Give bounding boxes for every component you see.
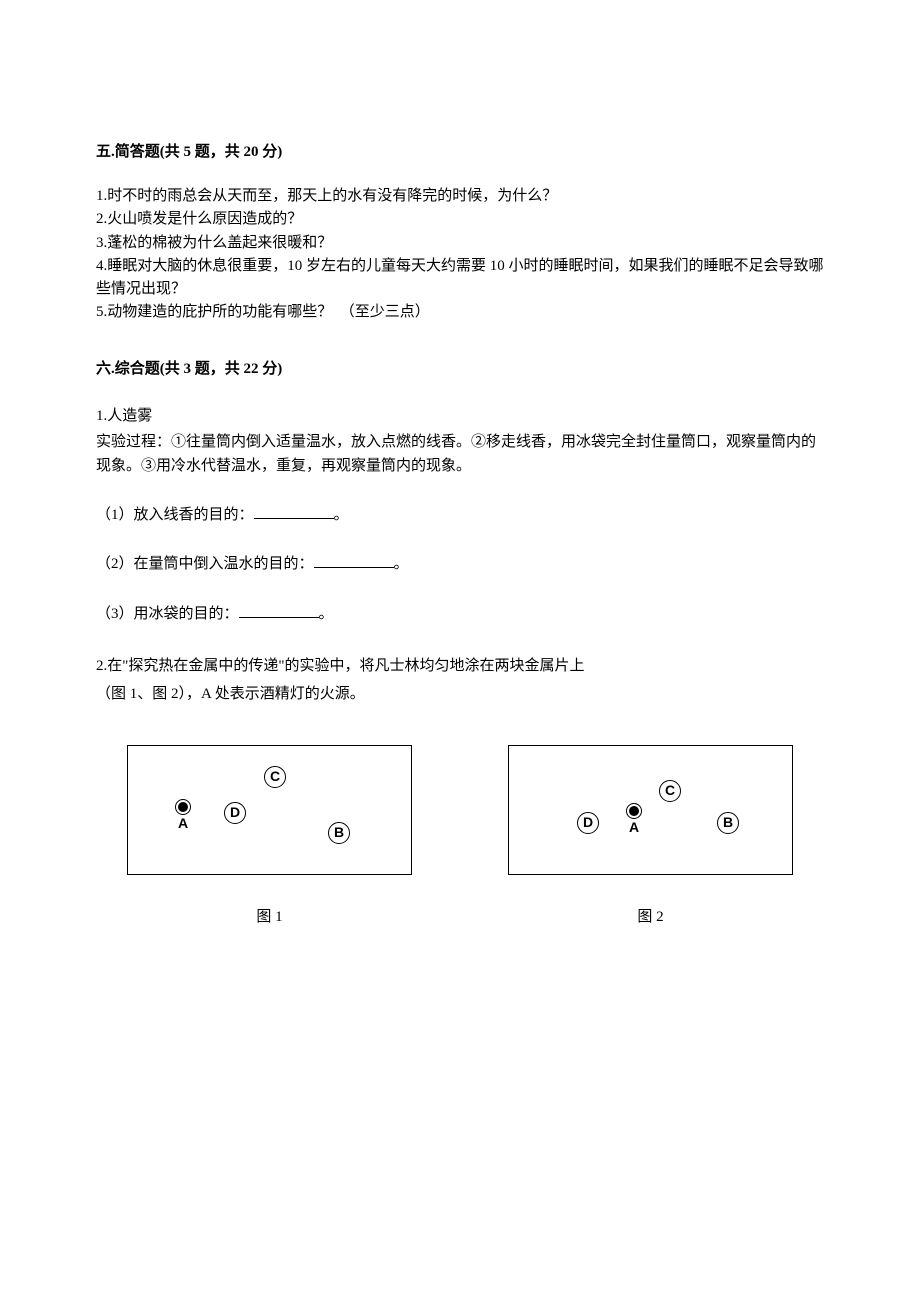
figure1-node-C: C [264, 766, 286, 788]
section-6-header: 六.综合题(共 3 题，共 22 分) [96, 357, 824, 378]
figure1-node-B: B [328, 822, 350, 844]
question-6-2-line2: （图 1、图 2），A 处表示酒精灯的火源。 [96, 680, 824, 709]
figure2-node-D: D [577, 812, 599, 834]
heat-source-dot-icon [176, 800, 190, 814]
question-5-3: 3.蓬松的棉被为什么盖起来很暖和？ [96, 232, 824, 255]
heat-source-dot-icon [627, 804, 641, 818]
figure2-node-C: C [659, 780, 681, 802]
sub2-suffix: 。 [394, 556, 409, 572]
question-6-1-sub3: （3）用冰袋的目的： 。 [96, 603, 824, 626]
figure-1-label: 图 1 [256, 905, 282, 926]
sub1-suffix: 。 [334, 507, 349, 523]
question-5-4: 4.睡眠对大脑的休息很重要，10 岁左右的儿童每天大约需要 10 小时的睡眠时间… [96, 255, 824, 302]
section-5-questions: 1.时不时的雨总会从天而至，那天上的水有没有降完的时候，为什么？ 2.火山喷发是… [96, 185, 824, 325]
question-5-5: 5.动物建造的庇护所的功能有哪些？ （至少三点） [96, 301, 824, 324]
question-5-1: 1.时不时的雨总会从天而至，那天上的水有没有降完的时候，为什么？ [96, 185, 824, 208]
sub3-prefix: （3）用冰袋的目的： [96, 606, 239, 622]
figure-2-col: C D A B 图 2 [485, 745, 816, 926]
sub2-prefix: （2）在量筒中倒入温水的目的： [96, 556, 314, 572]
figure-2-box: C D A B [508, 745, 793, 875]
figure-2-label: 图 2 [637, 905, 663, 926]
figure2-node-A: A [627, 804, 641, 834]
figure1-node-A: A [176, 800, 190, 830]
figure-1-box: C A D B [127, 745, 412, 875]
question-6-1-sub2: （2）在量筒中倒入温水的目的： 。 [96, 553, 824, 576]
question-6-2-line1: 2.在"探究热在金属中的传递"的实验中，将凡士林均匀地涂在两块金属片上 [96, 652, 824, 681]
figures-row: C A D B 图 1 C D A [96, 745, 824, 926]
blank-field[interactable] [239, 603, 319, 618]
question-6-1-procedure: 实验过程：①往量筒内倒入适量温水，放入点燃的线香。②移走线香，用冰袋完全封住量筒… [96, 430, 824, 478]
blank-field[interactable] [314, 553, 394, 568]
section-5-header: 五.简答题(共 5 题，共 20 分) [96, 140, 824, 161]
sub3-suffix: 。 [319, 606, 334, 622]
figure2-node-B: B [717, 812, 739, 834]
figure-1-col: C A D B 图 1 [104, 745, 435, 926]
question-6-2: 2.在"探究热在金属中的传递"的实验中，将凡士林均匀地涂在两块金属片上 （图 1… [96, 652, 824, 926]
section-6: 六.综合题(共 3 题，共 22 分) 1.人造雾 实验过程：①往量筒内倒入适量… [96, 357, 824, 926]
section-5: 五.简答题(共 5 题，共 20 分) 1.时不时的雨总会从天而至，那天上的水有… [96, 140, 824, 325]
question-6-1-sub1: （1）放入线香的目的： 。 [96, 504, 824, 527]
blank-field[interactable] [254, 504, 334, 519]
question-6-2-text: 2.在"探究热在金属中的传递"的实验中，将凡士林均匀地涂在两块金属片上 （图 1… [96, 652, 824, 709]
question-6-1-title: 1.人造雾 [96, 402, 824, 431]
question-5-2: 2.火山喷发是什么原因造成的？ [96, 208, 824, 231]
figure2-A-label: A [629, 820, 639, 834]
figure1-A-label: A [178, 816, 188, 830]
sub1-prefix: （1）放入线香的目的： [96, 507, 254, 523]
figure1-node-D: D [224, 802, 246, 824]
question-6-1: 1.人造雾 实验过程：①往量筒内倒入适量温水，放入点燃的线香。②移走线香，用冰袋… [96, 402, 824, 626]
